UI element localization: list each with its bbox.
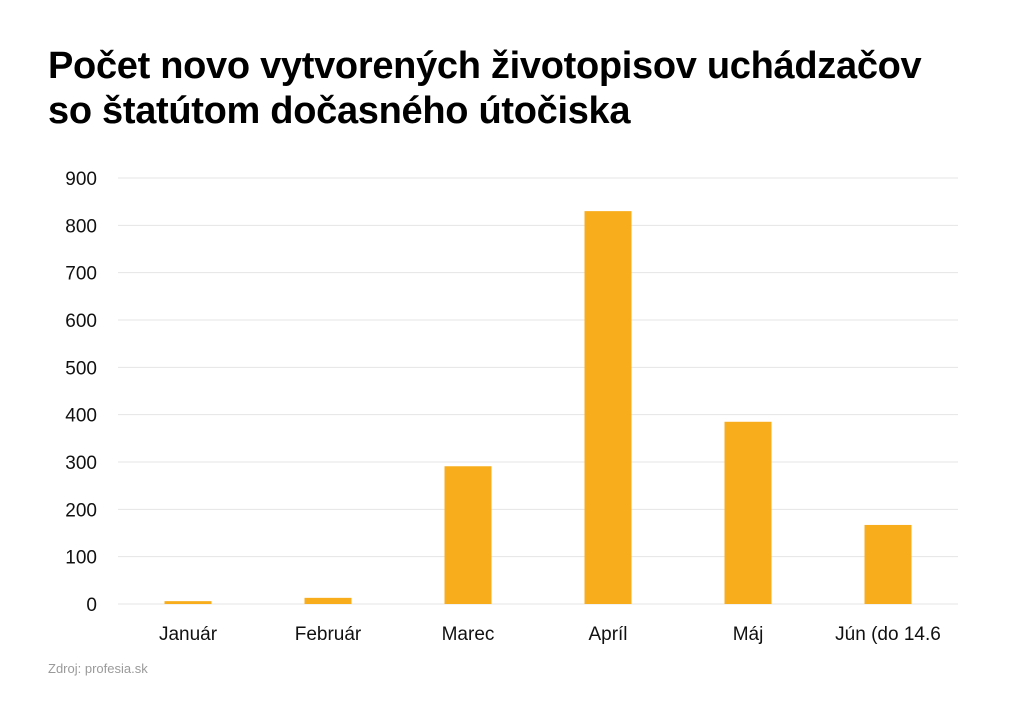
bar-3 — [444, 466, 492, 604]
y-tick-label: 800 — [65, 216, 97, 237]
bar-4 — [584, 211, 632, 604]
x-tick-label: Máj — [733, 624, 764, 645]
y-tick-label: 0 — [86, 595, 97, 616]
chart-title-line-1: Počet novo vytvorených životopisov uchád… — [48, 45, 922, 87]
y-axis-tick-labels: 0 100 200 300 400 500 600 700 800 900 — [65, 169, 97, 616]
y-tick-label: 900 — [65, 169, 97, 190]
x-tick-label: Január — [159, 624, 218, 645]
y-tick-label: 600 — [65, 311, 97, 332]
bar-2 — [304, 597, 352, 604]
x-tick-label: Marec — [442, 624, 495, 645]
bar-6 — [864, 524, 912, 604]
x-tick-label: Apríl — [588, 624, 627, 645]
gridlines — [118, 177, 958, 605]
y-tick-label: 500 — [65, 358, 97, 379]
bars — [164, 211, 912, 604]
y-tick-label: 300 — [65, 453, 97, 474]
bar-5 — [724, 421, 772, 604]
y-tick-label: 700 — [65, 264, 97, 285]
x-tick-label: Jún (do 14.6 — [835, 624, 941, 645]
bar-1 — [164, 601, 212, 604]
y-tick-label: 400 — [65, 406, 97, 427]
chart-title: Počet novo vytvorených životopisov uchád… — [48, 44, 1008, 134]
x-tick-label: Február — [295, 624, 362, 645]
y-tick-label: 100 — [65, 548, 97, 569]
x-axis-tick-labels: Január Február Marec Apríl Máj Jún (do 14.6 — [159, 624, 941, 645]
source-note: Zdroj: profesia.sk — [48, 661, 148, 676]
chart-title-line-2: so štatútom dočasného útočiska — [48, 90, 631, 132]
y-tick-label: 200 — [65, 500, 97, 521]
